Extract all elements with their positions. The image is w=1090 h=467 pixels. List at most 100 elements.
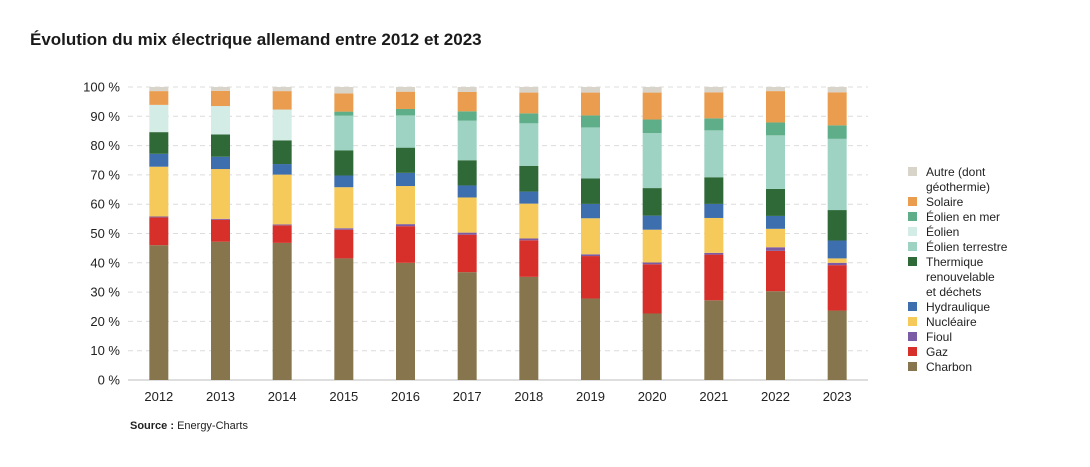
bar-segment: [642, 87, 662, 93]
legend-label: Fioul: [926, 330, 952, 344]
y-tick-label: 70 %: [90, 167, 120, 182]
bar-segment: [149, 166, 169, 217]
bar-segment: [827, 265, 847, 311]
y-tick-label: 40 %: [90, 255, 120, 270]
bar-segment: [396, 87, 415, 92]
source-label: Source :: [130, 420, 175, 432]
bar-segment: [396, 172, 415, 187]
bar-segment: [457, 120, 477, 161]
bar-segment: [396, 262, 415, 380]
x-tick-label: 2013: [206, 389, 235, 404]
chart-title: Évolution du mix électrique allemand ent…: [30, 30, 482, 49]
bar-segment: [396, 226, 415, 263]
legend-swatch: [908, 362, 917, 371]
bar-segment: [581, 256, 600, 299]
y-axis: 0 % 10 % 20 % 30 % 40 % 50 % 60 % 70 % 80 % 90 % 1…: [83, 80, 120, 388]
bar-segment: [642, 262, 662, 265]
legend-label: Charbon: [926, 360, 972, 374]
bar-segment: [211, 106, 230, 135]
bar-segment: [581, 127, 600, 179]
legend-label: Gaz: [926, 345, 948, 359]
bar-segment: [272, 140, 292, 165]
x-tick-label: 2020: [638, 389, 667, 404]
bar-segment: [827, 258, 847, 263]
bar-segment: [211, 169, 230, 219]
y-tick-label: 80 %: [90, 138, 120, 153]
bar-segment: [581, 218, 600, 255]
bar-segment: [334, 175, 354, 188]
bar-segment: [704, 252, 724, 255]
bar-segment: [766, 215, 785, 229]
bar-segment: [457, 111, 477, 121]
bar-segment: [704, 217, 724, 253]
bar-segment: [334, 187, 354, 229]
x-axis: 2012 2013 2014 2015 2016 2017 2018 2019 2020 2021…: [144, 389, 851, 404]
legend-swatch: [908, 302, 917, 311]
bar-segment: [642, 119, 662, 134]
bar-segment: [704, 130, 724, 178]
bar-segment: [581, 178, 600, 204]
bar-segment: [457, 272, 477, 380]
bar-segment: [457, 185, 477, 198]
bar-segment: [396, 147, 415, 173]
bar-segment: [519, 238, 539, 241]
bar-segment: [827, 210, 847, 241]
bar-segment: [827, 125, 847, 139]
bar-segment: [642, 313, 662, 380]
bar-segment: [642, 264, 662, 314]
bar-segment: [211, 241, 230, 380]
legend-swatch: [908, 212, 917, 221]
bar-segment: [519, 203, 539, 239]
bar-segment: [704, 300, 724, 380]
bar-segment: [581, 87, 600, 93]
x-tick-label: 2016: [391, 389, 420, 404]
y-tick-label: 20 %: [90, 314, 120, 329]
bar-segment: [766, 228, 785, 248]
bar-segment: [396, 91, 415, 109]
legend-swatch: [908, 227, 917, 236]
source-note: Source : Energy-Charts: [130, 420, 248, 432]
bar-segment: [642, 92, 662, 120]
bar-segment: [334, 87, 354, 94]
bar-segment: [457, 91, 477, 112]
bar-segment: [827, 310, 847, 380]
bar-segment: [211, 156, 230, 170]
x-tick-label: 2022: [761, 389, 790, 404]
bar-segment: [704, 118, 724, 131]
bars: [149, 87, 847, 380]
bar-segment: [519, 240, 539, 277]
bar-segment: [642, 188, 662, 216]
legend-label: Éolien: [926, 224, 959, 239]
legend-label: Éolien terrestre: [926, 239, 1008, 254]
bar-segment: [581, 203, 600, 219]
bar-segment: [581, 115, 600, 128]
bar-segment: [827, 87, 847, 93]
y-tick-label: 90 %: [90, 109, 120, 124]
bar-segment: [334, 228, 354, 230]
bar-segment: [334, 111, 354, 116]
bar-segment: [827, 240, 847, 259]
bar-segment: [519, 123, 539, 166]
bar-segment: [766, 135, 785, 189]
bar-segment: [766, 91, 785, 123]
bar-segment: [272, 242, 292, 380]
bar-segment: [704, 177, 724, 204]
bar-segment: [519, 165, 539, 192]
legend-swatch: [908, 317, 917, 326]
bar-segment: [149, 87, 169, 92]
x-tick-label: 2021: [699, 389, 728, 404]
bar-segment: [149, 153, 169, 167]
source-text: Energy-Charts: [177, 420, 248, 432]
legend-swatch: [908, 197, 917, 206]
bar-segment: [827, 138, 847, 211]
legend-label: Nucléaire: [926, 315, 977, 329]
bar-segment: [766, 291, 785, 380]
bar-segment: [704, 92, 724, 119]
legend-swatch: [908, 167, 917, 176]
y-tick-label: 60 %: [90, 197, 120, 212]
bar-segment: [581, 298, 600, 380]
bar-segment: [457, 197, 477, 233]
bar-segment: [211, 87, 230, 91]
